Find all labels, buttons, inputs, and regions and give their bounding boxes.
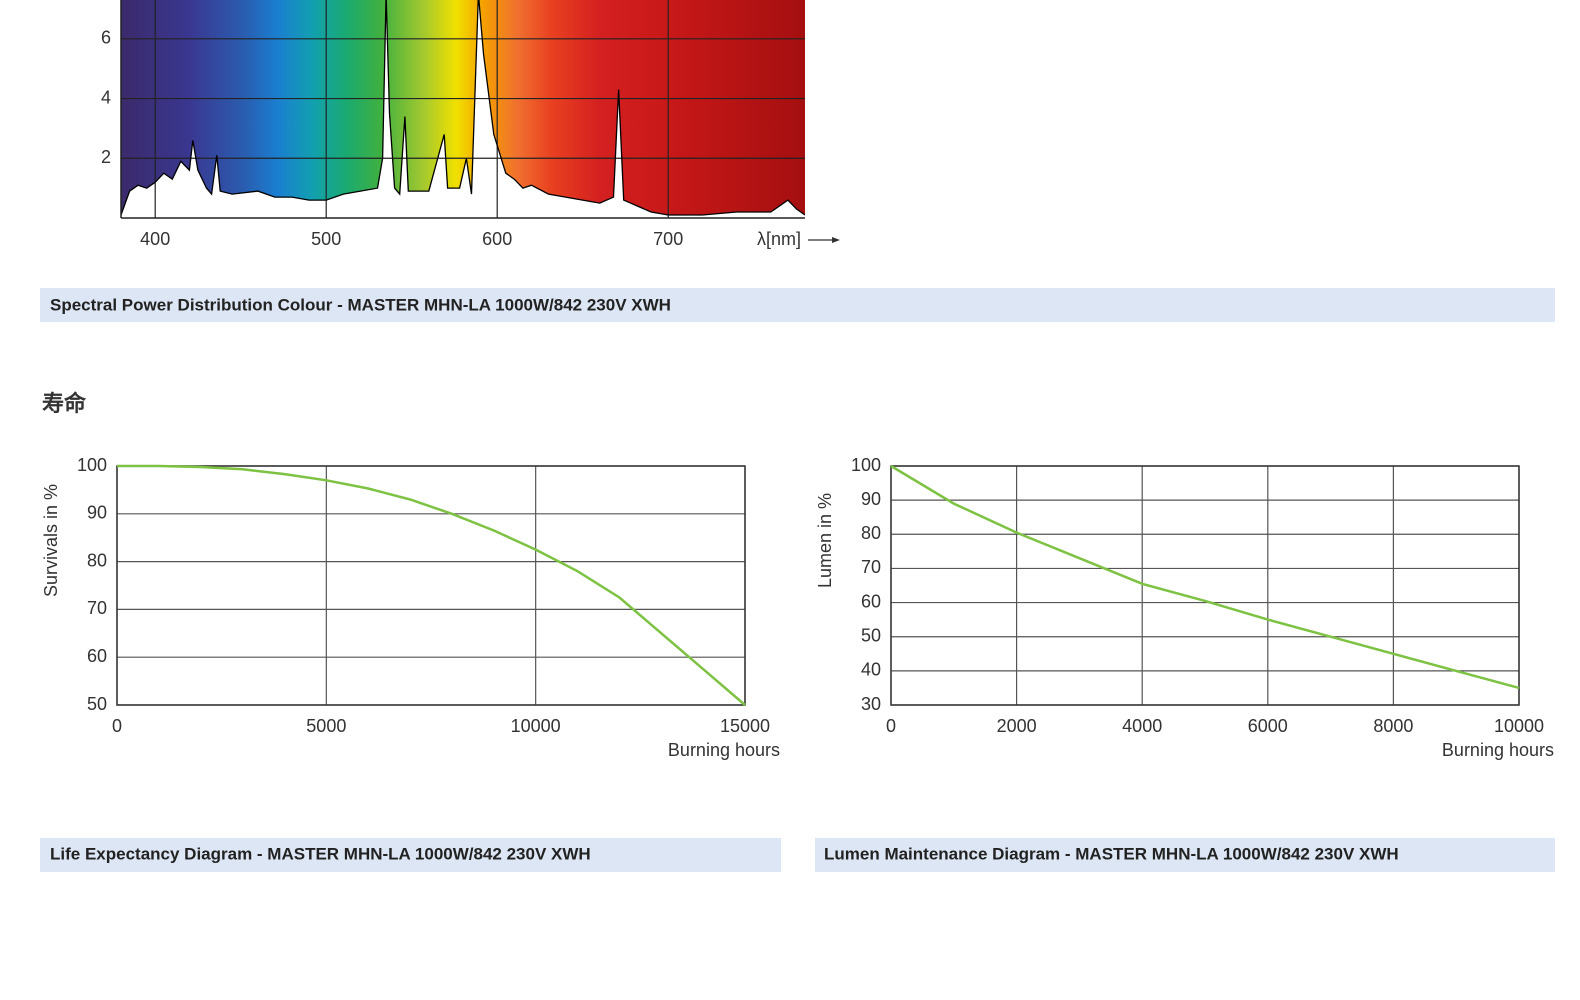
y-tick-label: 70 bbox=[87, 598, 107, 618]
caption-bar bbox=[40, 288, 1555, 322]
spectrum-line bbox=[121, 0, 805, 216]
x-tick-label: 5000 bbox=[306, 716, 346, 736]
caption: Lumen Maintenance Diagram - MASTER MHN-L… bbox=[824, 844, 1399, 863]
y-tick-label: 60 bbox=[87, 646, 107, 666]
y-axis-label: Lumen in % bbox=[815, 493, 835, 588]
y-tick-label: 50 bbox=[861, 625, 881, 645]
data-line bbox=[117, 464, 746, 706]
x-axis-label: Burning hours bbox=[668, 740, 780, 760]
y-tick-label: 30 bbox=[861, 694, 881, 714]
y-tick-label: 2 bbox=[101, 147, 111, 167]
x-tick-label: 600 bbox=[482, 229, 512, 249]
x-tick-label: 6000 bbox=[1248, 716, 1288, 736]
x-tick-label: 400 bbox=[140, 229, 170, 249]
y-tick-label: 90 bbox=[87, 503, 107, 523]
x-tick-label: 10000 bbox=[511, 716, 561, 736]
caption-bar bbox=[40, 838, 781, 872]
x-tick-label: 700 bbox=[653, 229, 683, 249]
y-tick-label: 60 bbox=[861, 591, 881, 611]
x-tick-label: 8000 bbox=[1373, 716, 1413, 736]
data-line bbox=[890, 464, 1520, 690]
x-tick-label: 500 bbox=[311, 229, 341, 249]
axis-arrow-head bbox=[832, 237, 840, 243]
caption: Spectral Power Distribution Colour - MAS… bbox=[50, 295, 671, 314]
x-tick-label: 4000 bbox=[1122, 716, 1162, 736]
x-tick-label: 15000 bbox=[720, 716, 770, 736]
caption: Life Expectancy Diagram - MASTER MHN-LA … bbox=[50, 844, 591, 863]
plot-border bbox=[116, 465, 746, 706]
y-tick-label: 90 bbox=[861, 489, 881, 509]
section-title: 寿命 bbox=[42, 391, 87, 416]
y-tick-label: 6 bbox=[101, 28, 111, 48]
x-axis-label: λ[nm] bbox=[757, 229, 801, 249]
y-tick-label: 4 bbox=[101, 87, 111, 107]
y-tick-label: 80 bbox=[87, 550, 107, 570]
x-tick-label: 2000 bbox=[997, 716, 1037, 736]
y-tick-label: 100 bbox=[77, 455, 107, 475]
y-tick-label: 80 bbox=[861, 523, 881, 543]
plot-border bbox=[890, 465, 1520, 706]
x-tick-label: 10000 bbox=[1494, 716, 1544, 736]
y-tick-label: 50 bbox=[87, 694, 107, 714]
x-axis-label: Burning hours bbox=[1442, 740, 1554, 760]
y-tick-label: 70 bbox=[861, 557, 881, 577]
y-tick-label: 40 bbox=[861, 660, 881, 680]
x-tick-label: 0 bbox=[112, 716, 122, 736]
y-tick-label: 100 bbox=[851, 455, 881, 475]
y-axis-label: Survivals in % bbox=[41, 484, 61, 597]
x-tick-label: 0 bbox=[886, 716, 896, 736]
caption-bar bbox=[815, 838, 1555, 872]
